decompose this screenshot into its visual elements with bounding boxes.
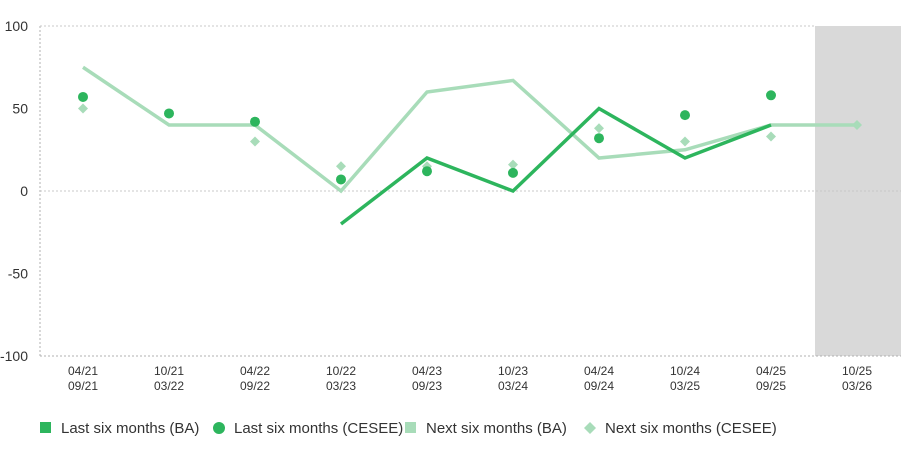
data-point-diamond — [680, 136, 690, 147]
legend-label: Next six months (CESEE) — [605, 420, 777, 437]
x-tick-label: 10/25 03/26 — [842, 364, 872, 393]
x-tick-label-line: 03/24 — [498, 379, 528, 393]
legend-diamond-icon — [584, 422, 596, 434]
y-tick-label: 50 — [12, 101, 28, 117]
series-line — [339, 106, 772, 226]
x-tick-label-line: 03/23 — [326, 379, 356, 393]
data-point-diamond — [508, 159, 518, 170]
data-point-circle — [164, 108, 174, 119]
data-point-circle — [680, 110, 690, 121]
y-tick-labels: 100 50 0 -50 -100 — [0, 18, 28, 364]
data-point-circle — [766, 90, 776, 101]
x-tick-label-line: 04/24 — [584, 364, 614, 378]
x-tick-label: 04/21 09/21 — [68, 364, 98, 393]
series-line — [82, 65, 857, 194]
data-point-diamond — [852, 120, 862, 130]
y-tick-label: 0 — [20, 183, 28, 199]
legend-label: Last six months (CESEE) — [234, 420, 403, 437]
x-tick-label-line: 09/24 — [584, 379, 614, 393]
data-point-circle — [250, 116, 260, 127]
x-tick-label-line: 09/25 — [756, 379, 786, 393]
x-tick-label: 10/23 03/24 — [498, 364, 528, 393]
data-point-diamond — [594, 123, 604, 134]
x-tick-label-line: 10/22 — [326, 364, 356, 378]
series-layer — [78, 65, 862, 226]
data-point-diamond — [78, 103, 88, 114]
x-tick-label-line: 10/21 — [154, 364, 184, 378]
x-tick-label-line: 10/24 — [670, 364, 700, 378]
x-tick-label-line: 09/21 — [68, 379, 98, 393]
x-tick-labels: 04/21 09/21 10/21 03/22 04/22 09/22 10/22 03/23… — [68, 364, 872, 393]
x-tick-label-line: 10/23 — [498, 364, 528, 378]
y-tick-label: -50 — [8, 266, 28, 282]
data-point-diamond — [336, 161, 346, 172]
data-point-circle — [508, 167, 518, 178]
data-point-diamond — [250, 136, 260, 147]
legend-circle-icon — [213, 422, 225, 434]
x-tick-label-line: 04/21 — [68, 364, 98, 378]
x-tick-label: 04/24 09/24 — [584, 364, 614, 393]
x-tick-label-line: 09/23 — [412, 379, 442, 393]
data-point-circle — [78, 91, 88, 102]
y-tick-label: 100 — [5, 18, 29, 34]
x-tick-label-line: 10/25 — [842, 364, 872, 378]
x-tick-label-line: 09/22 — [240, 379, 270, 393]
y-tick-label: -100 — [0, 348, 28, 364]
legend: Last six months (BA) Last six months (CES… — [40, 420, 777, 437]
x-tick-label-line: 03/26 — [842, 379, 872, 393]
x-tick-label: 04/25 09/25 — [756, 364, 786, 393]
x-tick-label: 04/22 09/22 — [240, 364, 270, 393]
x-tick-label-line: 03/22 — [154, 379, 184, 393]
x-tick-label: 10/22 03/23 — [326, 364, 356, 393]
legend-square-icon — [405, 422, 416, 433]
x-tick-label: 10/24 03/25 — [670, 364, 700, 393]
x-tick-label-line: 04/25 — [756, 364, 786, 378]
legend-square-icon — [40, 422, 51, 433]
x-tick-label-line: 03/25 — [670, 379, 700, 393]
data-point-diamond — [766, 131, 776, 142]
x-tick-label: 04/23 09/23 — [412, 364, 442, 393]
legend-label: Last six months (BA) — [61, 420, 199, 437]
x-tick-label: 10/21 03/22 — [154, 364, 184, 393]
x-tick-label-line: 04/22 — [240, 364, 270, 378]
x-tick-label-line: 04/23 — [412, 364, 442, 378]
data-point-circle — [594, 133, 604, 144]
data-point-circle — [422, 166, 432, 177]
data-point-circle — [336, 174, 346, 185]
legend-label: Next six months (BA) — [426, 420, 567, 437]
